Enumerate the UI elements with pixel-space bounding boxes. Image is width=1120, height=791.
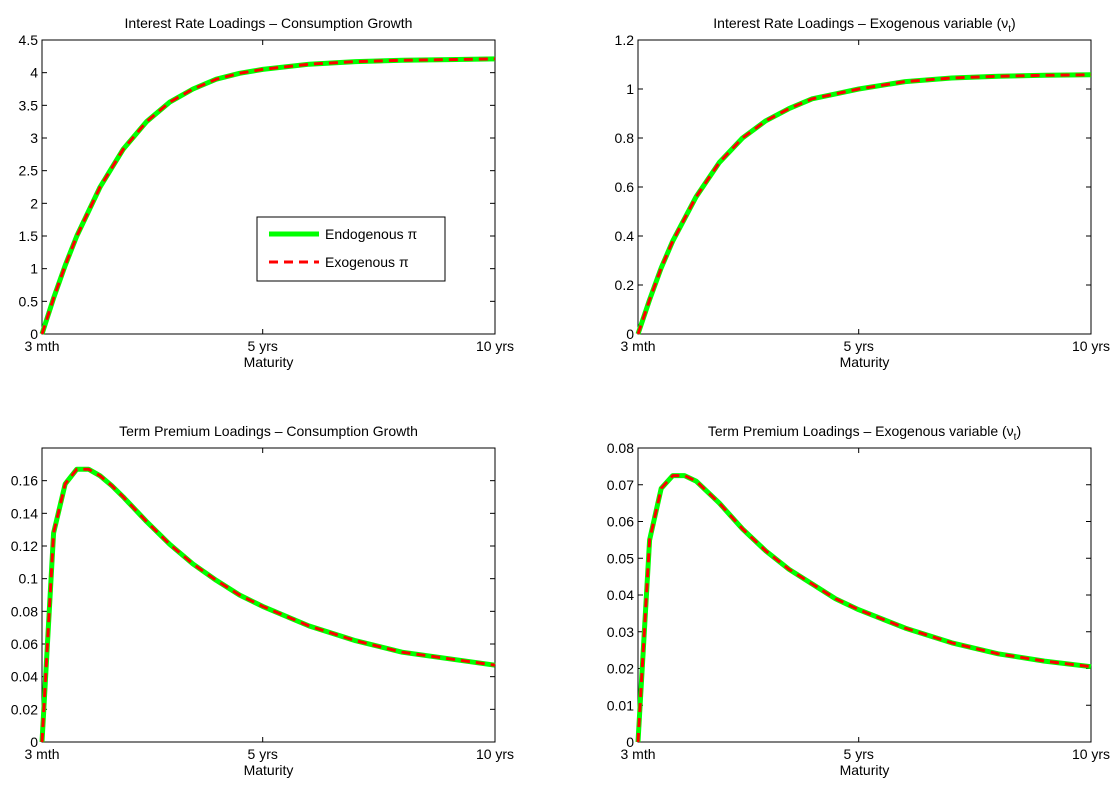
x-tick-label: 5 yrs	[844, 338, 874, 354]
legend-label: Exogenous π	[325, 254, 409, 270]
y-tick-label: 0.08	[11, 603, 38, 619]
series-line-exogenous	[636, 474, 1092, 743]
y-tick-label: 0.01	[607, 697, 634, 713]
chart-title: Interest Rate Loadings – Consumption Gro…	[125, 15, 413, 31]
y-tick-label: 0	[30, 326, 38, 342]
chart-title: Term Premium Loadings – Consumption Grow…	[119, 423, 418, 439]
y-tick-label: 3	[30, 130, 38, 146]
y-tick-label: 0.04	[11, 669, 38, 685]
y-tick-label: 0.16	[11, 473, 38, 489]
chart-title: Interest Rate Loadings – Exogenous varia…	[713, 15, 1015, 35]
y-tick-label: 0.8	[615, 130, 635, 146]
y-tick-label: 0.2	[615, 277, 635, 293]
y-tick-label: 1	[626, 81, 634, 97]
y-tick-label: 0.6	[615, 179, 635, 195]
chart-title-main: Interest Rate Loadings – Exogenous varia…	[713, 15, 1008, 31]
legend: Endogenous π Exogenous π	[256, 216, 446, 282]
chart-panel-4: Term Premium Loadings – Exogenous variab…	[607, 423, 1110, 778]
y-tick-label: 0.02	[607, 661, 634, 677]
chart-title-subscript: t	[1008, 24, 1011, 35]
y-tick-label: 0	[626, 326, 634, 342]
chart-title-tail: )	[1011, 15, 1016, 31]
x-axis-label: Maturity	[840, 762, 890, 778]
x-tick-label: 3 mth	[24, 746, 59, 762]
y-tick-label: 4.5	[19, 32, 39, 48]
y-tick-label: 1.5	[19, 228, 39, 244]
y-tick-label: 1.2	[615, 32, 635, 48]
x-tick-label: 3 mth	[24, 338, 59, 354]
y-tick-label: 0.14	[11, 505, 38, 521]
y-tick-label: 0.1	[19, 571, 39, 587]
x-axis-label: Maturity	[244, 762, 294, 778]
y-tick-label: 2	[30, 195, 38, 211]
y-tick-label: 3.5	[19, 97, 39, 113]
x-axis-label: Maturity	[840, 354, 890, 370]
x-tick-label: 10 yrs	[476, 338, 514, 354]
x-tick-label: 10 yrs	[1072, 338, 1110, 354]
y-tick-label: 0.05	[607, 550, 634, 566]
y-tick-label: 0	[30, 734, 38, 750]
plot-area	[41, 447, 496, 743]
chart-panel-3: Term Premium Loadings – Consumption Grow…	[11, 423, 514, 778]
chart-panel-2: Interest Rate Loadings – Exogenous varia…	[615, 15, 1111, 370]
y-tick-label: 4	[30, 65, 38, 81]
legend-box	[256, 216, 446, 282]
x-tick-label: 3 mth	[620, 746, 655, 762]
chart-title-main: Term Premium Loadings – Exogenous variab…	[708, 423, 1014, 439]
series-line-exogenous	[40, 57, 496, 335]
y-tick-label: 0.06	[11, 636, 38, 652]
y-tick-label: 0.06	[607, 514, 634, 530]
y-tick-label: 0.07	[607, 477, 634, 493]
plot-area	[637, 39, 1092, 335]
x-tick-label: 5 yrs	[844, 746, 874, 762]
series-line-endogenous	[635, 72, 1092, 335]
x-tick-label: 5 yrs	[248, 338, 278, 354]
x-tick-label: 10 yrs	[476, 746, 514, 762]
chart-title-tail: )	[1016, 423, 1021, 439]
series-line-exogenous	[40, 467, 496, 743]
y-tick-label: 0.12	[11, 538, 38, 554]
y-tick-label: 0.5	[19, 293, 39, 309]
chart-title-subscript: t	[1014, 432, 1017, 443]
y-tick-label: 0.03	[607, 624, 634, 640]
y-tick-label: 0.4	[615, 228, 635, 244]
x-tick-label: 5 yrs	[248, 746, 278, 762]
x-axis-label: Maturity	[244, 354, 294, 370]
y-tick-label: 1	[30, 261, 38, 277]
y-tick-label: 0.08	[607, 440, 634, 456]
x-tick-label: 3 mth	[620, 338, 655, 354]
y-tick-label: 2.5	[19, 163, 39, 179]
chart-title: Term Premium Loadings – Exogenous variab…	[708, 423, 1021, 443]
y-tick-label: 0	[626, 734, 634, 750]
plot-area	[41, 39, 496, 335]
legend-label: Endogenous π	[325, 226, 418, 242]
y-tick-label: 0.02	[11, 701, 38, 717]
chart-title-main: Interest Rate Loadings – Consumption Gro…	[125, 15, 413, 31]
y-tick-label: 0.04	[607, 587, 634, 603]
chart-panel-1: Interest Rate Loadings – Consumption Gro…	[19, 15, 515, 370]
chart-title-main: Term Premium Loadings – Consumption Grow…	[119, 423, 418, 439]
x-tick-label: 10 yrs	[1072, 746, 1110, 762]
